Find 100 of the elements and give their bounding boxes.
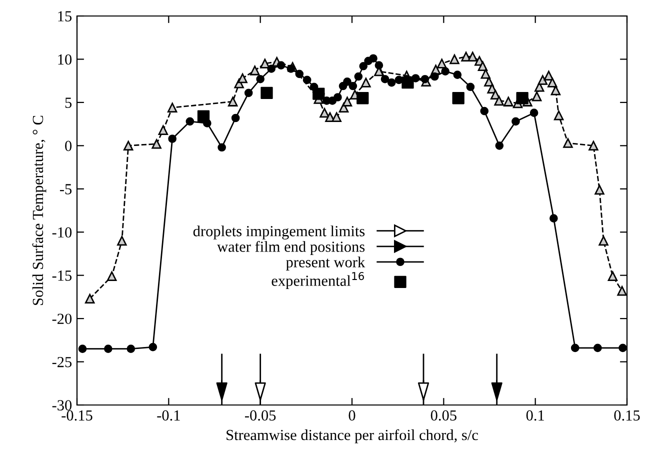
point [123, 140, 134, 151]
point [374, 61, 384, 70]
point [598, 236, 608, 246]
point [618, 344, 627, 352]
point [420, 74, 430, 84]
point [532, 92, 542, 102]
point [343, 78, 352, 86]
point [480, 69, 491, 79]
point [495, 142, 504, 150]
point [402, 76, 414, 89]
point [453, 70, 462, 79]
point [286, 64, 296, 73]
point [167, 102, 178, 112]
point [490, 90, 500, 100]
point [197, 110, 210, 122]
point [594, 184, 604, 195]
point [512, 117, 520, 126]
point [563, 138, 573, 148]
point [334, 93, 342, 102]
point [117, 236, 127, 246]
point [359, 62, 368, 70]
y-tick-label: 5 [65, 98, 72, 108]
y-axis-title: Solid Surface Temperature, ° C [32, 116, 46, 305]
x-tick-label: 0.1 [526, 410, 544, 421]
point [260, 58, 270, 68]
point [548, 78, 558, 88]
point [126, 344, 136, 353]
x-tick-label: 0.15 [614, 410, 640, 421]
point [361, 78, 371, 88]
y-tick-label: -25 [52, 356, 72, 368]
point [348, 82, 358, 90]
point [78, 344, 87, 353]
point [148, 342, 158, 352]
point [468, 52, 478, 62]
point [494, 96, 504, 106]
point [186, 117, 194, 126]
point [369, 54, 378, 63]
point [354, 72, 363, 81]
y-tick-label: -30 [52, 400, 72, 410]
point [244, 88, 253, 98]
point [387, 78, 396, 87]
x-tick-label: 0.05 [430, 410, 456, 421]
point [617, 286, 627, 296]
point [550, 85, 561, 96]
y-tick-label: -20 [52, 314, 72, 324]
y-tick-label: -15 [52, 270, 72, 281]
point [231, 114, 240, 122]
point [452, 92, 464, 104]
point [484, 76, 494, 87]
point [106, 271, 117, 282]
x-tick-label: 0 [348, 410, 356, 421]
point [554, 110, 564, 120]
point [430, 72, 439, 81]
point [276, 61, 286, 70]
point [84, 294, 95, 304]
point [332, 112, 342, 122]
point [228, 96, 238, 106]
y-tick-label: 15 [58, 11, 72, 22]
point [550, 214, 558, 222]
y-tick-label: -10 [52, 227, 72, 238]
point [594, 344, 602, 352]
legend-label: present work [286, 256, 366, 270]
legend-label: experimental$^{16}$ [272, 272, 364, 290]
point [588, 140, 598, 151]
point [608, 271, 618, 282]
legend-label: water film end positions [217, 241, 365, 256]
point [260, 86, 273, 100]
point [250, 66, 260, 76]
legend-label: droplets impingement limits [193, 226, 365, 240]
x-tick-label: -0.1 [157, 410, 180, 421]
y-tick-label: -5 [60, 184, 72, 194]
point [104, 344, 112, 353]
point [342, 96, 352, 106]
point [450, 54, 460, 64]
point [267, 64, 276, 73]
point [158, 125, 168, 135]
point [441, 67, 450, 76]
point [544, 70, 554, 81]
point [516, 92, 528, 104]
x-axis-title: Streamwise distance per airfoil chord, s/c [226, 429, 478, 444]
x-tick-label: -0.05 [244, 410, 276, 421]
x-tick-label: -0.15 [62, 410, 92, 421]
point [570, 344, 580, 352]
point [380, 74, 390, 84]
point [478, 61, 488, 71]
point [312, 88, 325, 100]
point [302, 76, 312, 84]
point [480, 106, 489, 116]
y-tick-label: 0 [65, 140, 72, 152]
point [320, 108, 330, 118]
point [356, 92, 369, 104]
point [466, 82, 475, 92]
point [152, 139, 162, 149]
y-tick-label: 10 [58, 54, 72, 65]
point [436, 58, 447, 68]
point [530, 108, 538, 117]
point [238, 73, 248, 84]
point [218, 143, 226, 152]
point [504, 96, 514, 106]
point [256, 74, 264, 84]
